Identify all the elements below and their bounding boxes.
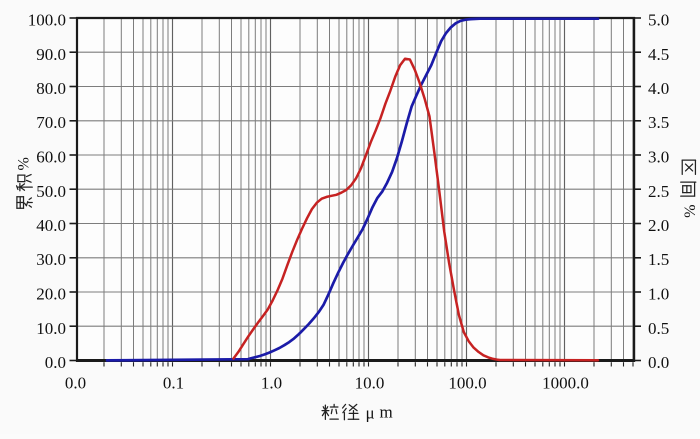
svg-text:0.0: 0.0 [648,353,669,372]
svg-text:10.0: 10.0 [355,374,385,393]
svg-text:70.0: 70.0 [36,113,66,132]
svg-text:1.0: 1.0 [648,285,669,304]
svg-text:100.0: 100.0 [448,374,486,393]
svg-text:90.0: 90.0 [36,45,66,64]
svg-text:60.0: 60.0 [36,148,66,167]
svg-text:30.0: 30.0 [36,250,66,269]
svg-text:3.0: 3.0 [648,148,669,167]
svg-text:1.5: 1.5 [648,250,669,269]
svg-text:20.0: 20.0 [36,285,66,304]
svg-text:80.0: 80.0 [36,79,66,98]
svg-text:0.1: 0.1 [163,374,184,393]
svg-text:m: m [380,403,393,422]
svg-text:2.0: 2.0 [648,216,669,235]
svg-text:μ: μ [366,404,375,423]
svg-text:0.0: 0.0 [65,374,86,393]
svg-text:%: % [681,205,698,218]
svg-text:5.0: 5.0 [648,11,669,30]
svg-text:4.0: 4.0 [648,79,669,98]
svg-text:50.0: 50.0 [36,182,66,201]
svg-text:1000.0: 1000.0 [542,374,589,393]
svg-text:10.0: 10.0 [36,319,66,338]
svg-text:100.0: 100.0 [28,11,66,30]
svg-text:2.5: 2.5 [648,182,669,201]
svg-text:0.0: 0.0 [45,353,66,372]
svg-text:3.5: 3.5 [648,113,669,132]
svg-text:1.0: 1.0 [261,374,282,393]
svg-text:4.5: 4.5 [648,45,669,64]
svg-text:0.5: 0.5 [648,319,669,338]
svg-text:%: % [16,157,33,170]
svg-text:40.0: 40.0 [36,216,66,235]
